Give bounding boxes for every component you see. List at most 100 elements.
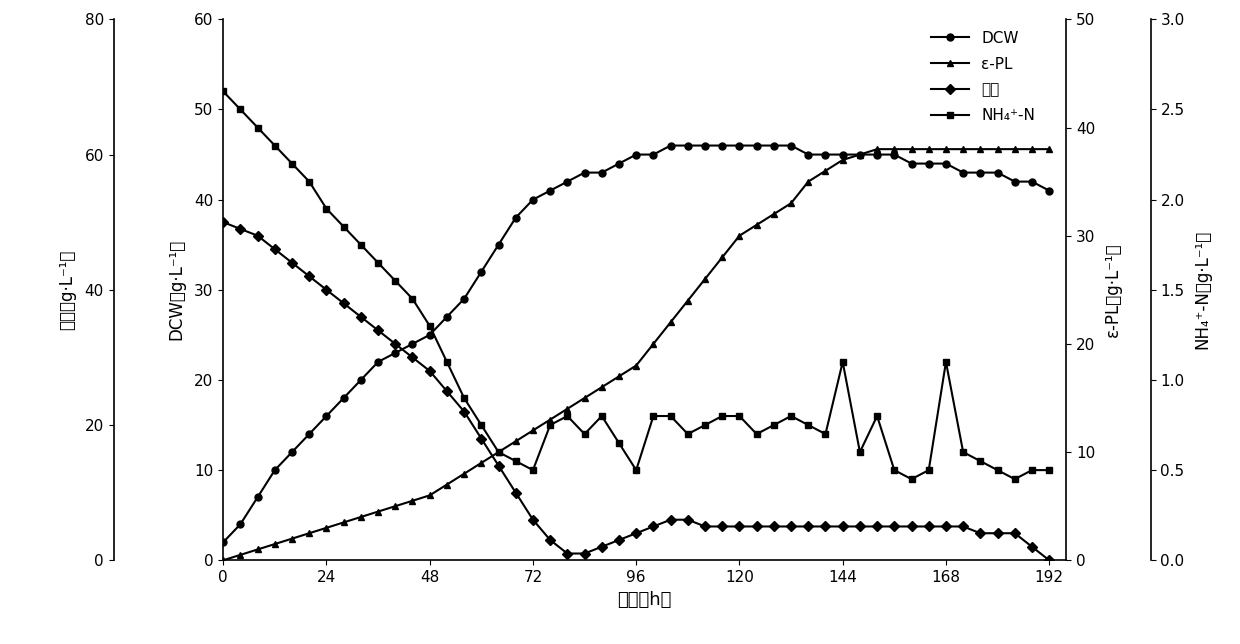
ε-PL	[749, 221, 764, 229]
ε-PL	[491, 448, 506, 456]
ε-PL	[766, 210, 781, 218]
NH₄⁺-N	[990, 466, 1004, 474]
甸油	[629, 529, 644, 537]
甸油	[904, 523, 919, 531]
DCW	[543, 187, 558, 194]
DCW	[836, 151, 851, 158]
NH₄⁺-N	[939, 358, 954, 366]
ε-PL	[1042, 146, 1056, 153]
DCW	[766, 142, 781, 149]
甸油	[543, 536, 558, 544]
NH₄⁺-N	[818, 430, 833, 438]
甸油	[388, 340, 403, 348]
NH₄⁺-N	[456, 394, 471, 402]
ε-PL	[887, 146, 901, 153]
甸油	[611, 536, 626, 544]
甸油	[508, 489, 523, 497]
DCW	[233, 520, 248, 528]
NH₄⁺-N	[646, 412, 661, 420]
DCW	[611, 160, 626, 167]
甸油	[526, 516, 541, 524]
NH₄⁺-N	[1042, 466, 1056, 474]
DCW	[990, 169, 1004, 176]
DCW	[749, 142, 764, 149]
DCW	[973, 169, 988, 176]
甸油	[698, 523, 713, 531]
ε-PL	[973, 146, 988, 153]
甸油	[956, 523, 971, 531]
ε-PL	[852, 151, 867, 158]
NH₄⁺-N	[887, 466, 901, 474]
DCW	[1042, 187, 1056, 194]
DCW	[681, 142, 696, 149]
NH₄⁺-N	[698, 421, 713, 429]
NH₄⁺-N	[353, 241, 368, 249]
Line: NH₄⁺-N: NH₄⁺-N	[219, 88, 1053, 482]
NH₄⁺-N	[285, 160, 300, 167]
甸油	[801, 523, 816, 531]
ε-PL	[336, 518, 351, 526]
ε-PL	[543, 416, 558, 424]
DCW	[301, 430, 316, 438]
ε-PL	[784, 200, 799, 207]
ε-PL	[285, 535, 300, 542]
DCW	[714, 142, 729, 149]
ε-PL	[456, 470, 471, 478]
ε-PL	[646, 340, 661, 348]
ε-PL	[990, 146, 1004, 153]
Legend: DCW, ε-PL, 甸油, NH₄⁺-N: DCW, ε-PL, 甸油, NH₄⁺-N	[925, 24, 1042, 129]
DCW	[491, 241, 506, 249]
NH₄⁺-N	[250, 124, 265, 131]
DCW	[336, 394, 351, 402]
NH₄⁺-N	[869, 412, 884, 420]
NH₄⁺-N	[474, 421, 489, 429]
NH₄⁺-N	[594, 412, 609, 420]
DCW	[887, 151, 901, 158]
ε-PL	[319, 524, 334, 532]
ε-PL	[405, 497, 420, 505]
Line: DCW: DCW	[219, 142, 1053, 545]
甸油	[784, 523, 799, 531]
NH₄⁺-N	[405, 295, 420, 303]
NH₄⁺-N	[852, 448, 867, 456]
NH₄⁺-N	[921, 466, 936, 474]
ε-PL	[801, 178, 816, 185]
甸油	[663, 516, 678, 524]
NH₄⁺-N	[714, 412, 729, 420]
DCW	[594, 169, 609, 176]
DCW	[371, 358, 386, 366]
甸油	[714, 523, 729, 531]
ε-PL	[594, 383, 609, 391]
DCW	[818, 151, 833, 158]
DCW	[869, 151, 884, 158]
DCW	[852, 151, 867, 158]
DCW	[560, 178, 575, 185]
ε-PL	[1024, 146, 1039, 153]
甸油	[836, 523, 851, 531]
NH₄⁺-N	[681, 430, 696, 438]
ε-PL	[714, 254, 729, 261]
ε-PL	[216, 556, 231, 564]
ε-PL	[268, 540, 283, 548]
NH₄⁺-N	[1007, 475, 1022, 483]
甸油	[973, 529, 988, 537]
Y-axis label: ε-PL（g·L⁻¹）: ε-PL（g·L⁻¹）	[1104, 243, 1122, 337]
DCW	[405, 340, 420, 348]
NH₄⁺-N	[526, 466, 541, 474]
NH₄⁺-N	[766, 421, 781, 429]
ε-PL	[698, 275, 713, 283]
DCW	[388, 349, 403, 357]
ε-PL	[474, 459, 489, 467]
ε-PL	[371, 507, 386, 515]
DCW	[904, 160, 919, 167]
Y-axis label: NH₄⁺-N（g·L⁻¹）: NH₄⁺-N（g·L⁻¹）	[1193, 230, 1211, 350]
甸油	[423, 367, 438, 375]
甸油	[852, 523, 867, 531]
ε-PL	[526, 426, 541, 434]
甸油	[285, 259, 300, 267]
甸油	[371, 327, 386, 334]
甸油	[439, 388, 454, 395]
DCW	[319, 412, 334, 420]
NH₄⁺-N	[560, 412, 575, 420]
DCW	[1007, 178, 1022, 185]
